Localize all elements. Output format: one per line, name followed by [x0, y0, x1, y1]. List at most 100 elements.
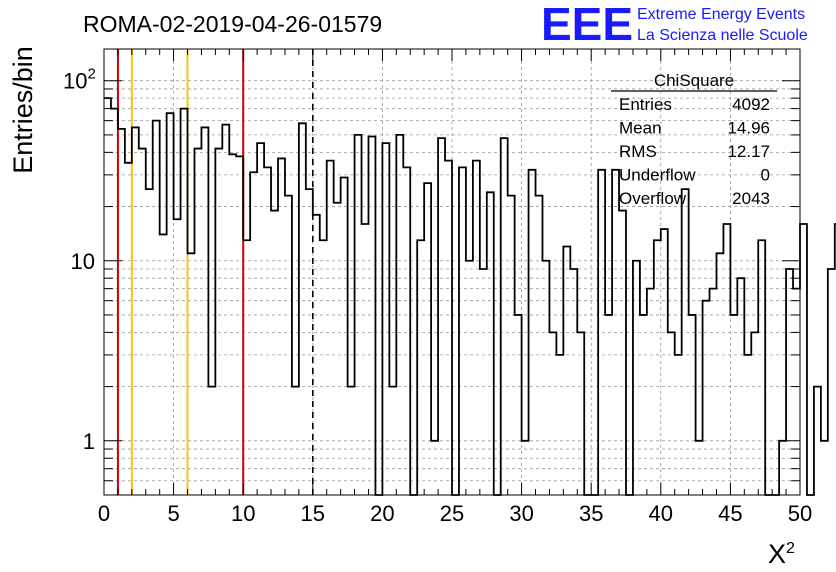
x-axis-label-superscript: 2	[786, 540, 795, 557]
stats-label: Mean	[619, 119, 662, 138]
x-tick-label: 40	[649, 501, 673, 526]
x-tick-label: 20	[370, 501, 394, 526]
histogram-bin	[473, 161, 480, 495]
histogram-bin	[577, 332, 584, 495]
histogram-bin	[508, 196, 515, 495]
x-tick-label: 35	[579, 501, 603, 526]
histogram-bin	[640, 315, 647, 495]
eee-logo: EEE Extreme Energy Events La Scienza nel…	[541, 0, 808, 50]
histogram-bin	[153, 121, 160, 495]
stats-label: RMS	[619, 142, 657, 161]
histogram-bin	[118, 129, 125, 495]
x-tick-label: 50	[788, 501, 812, 526]
x-tick-label: 10	[231, 501, 255, 526]
histogram-bin	[334, 203, 341, 495]
stats-value: 4092	[732, 95, 770, 114]
y-tick-label: 1	[83, 429, 95, 454]
histogram-bin	[542, 261, 549, 495]
histogram-bin	[814, 387, 821, 495]
histogram-bin	[188, 253, 195, 495]
histogram-bin	[403, 167, 410, 495]
histogram-bin	[828, 269, 835, 495]
x-tick-label: 45	[718, 501, 742, 526]
histogram-bin	[716, 253, 723, 495]
histogram-bin	[556, 355, 563, 495]
y-tick-label: 102	[63, 66, 96, 94]
stats-value: 12.17	[727, 142, 770, 161]
x-tick-label: 15	[301, 501, 325, 526]
histogram-bin	[194, 149, 201, 495]
stats-value: 0	[761, 166, 770, 185]
histogram-bin	[786, 269, 793, 495]
stats-label: Underflow	[619, 166, 696, 185]
histogram-bin	[821, 441, 828, 495]
logo-line-1: Extreme Energy Events	[637, 6, 805, 23]
histogram-bin	[536, 196, 543, 495]
histogram-bin	[501, 138, 508, 495]
histogram-bin	[619, 211, 626, 495]
histogram-bin	[424, 183, 431, 495]
stats-value: 14.96	[727, 119, 770, 138]
histogram-bin	[675, 355, 682, 495]
histogram-bin	[132, 127, 139, 495]
logo-line-2: La Scienza nelle Scuole	[637, 27, 808, 44]
stats-box: ChiSquare Entries 4092 Mean 14.96 RMS 12.17 Un…	[611, 71, 777, 208]
histogram-bin	[125, 163, 132, 495]
x-tick-label: 25	[440, 501, 464, 526]
histogram-bin	[341, 177, 348, 495]
histogram-bin	[800, 224, 807, 495]
histogram-bin	[445, 161, 452, 495]
histogram-bin	[515, 315, 522, 495]
stats-title: ChiSquare	[654, 71, 734, 90]
histogram-bin	[647, 289, 654, 495]
histogram-bin	[549, 332, 556, 495]
histogram-bin	[368, 136, 375, 495]
histogram-bin	[139, 149, 146, 495]
histogram-bin	[744, 355, 751, 495]
histogram-bin	[236, 156, 243, 495]
histogram-bin	[710, 289, 717, 495]
histogram-bin	[730, 315, 737, 495]
x-tick-labels: 0 5 10 15 20 25 30 35 40 45 50	[98, 501, 812, 526]
axis-ticks	[103, 49, 801, 495]
histogram-bin	[382, 143, 389, 495]
histogram-bin	[222, 125, 229, 495]
histogram-bin	[480, 269, 487, 495]
histogram-bin	[215, 149, 222, 495]
histogram-outline	[104, 97, 836, 496]
eee-logo-text: EEE	[541, 0, 633, 50]
histogram-bin	[703, 301, 710, 495]
histogram-bin	[605, 315, 612, 495]
histogram-bin	[278, 158, 285, 495]
x-axis-label: X2	[768, 539, 795, 569]
histogram-bin	[264, 167, 271, 495]
histogram-bin	[104, 98, 111, 495]
x-tick-label: 5	[167, 501, 179, 526]
histogram-bin	[201, 127, 208, 495]
histogram-bin	[229, 154, 236, 495]
histogram-bin	[362, 224, 369, 495]
run-title: ROMA-02-2019-04-26-01579	[83, 11, 382, 37]
histogram-bin	[723, 224, 730, 495]
y-tick-label: 10	[71, 249, 95, 274]
histogram-bin	[327, 161, 334, 495]
histogram-bin	[751, 332, 758, 495]
histogram-bin	[668, 332, 675, 495]
stats-label: Overflow	[619, 189, 687, 208]
stats-value: 2043	[732, 189, 770, 208]
histogram-bin	[487, 192, 494, 495]
histogram-bin	[570, 269, 577, 495]
y-axis-label: Entries/bin	[8, 46, 38, 174]
histogram-series	[104, 97, 836, 496]
y-tick-labels: 1 10 102	[63, 66, 96, 454]
histogram-bin	[466, 261, 473, 495]
histogram-bin	[257, 143, 264, 495]
histogram-bin	[689, 315, 696, 495]
histogram-bin	[563, 246, 570, 495]
histogram-bin	[633, 261, 640, 495]
histogram-bin	[285, 196, 292, 495]
histogram-bin	[459, 167, 466, 495]
histogram-bin	[793, 289, 800, 495]
x-tick-label: 0	[98, 501, 110, 526]
x-tick-label: 30	[509, 501, 533, 526]
